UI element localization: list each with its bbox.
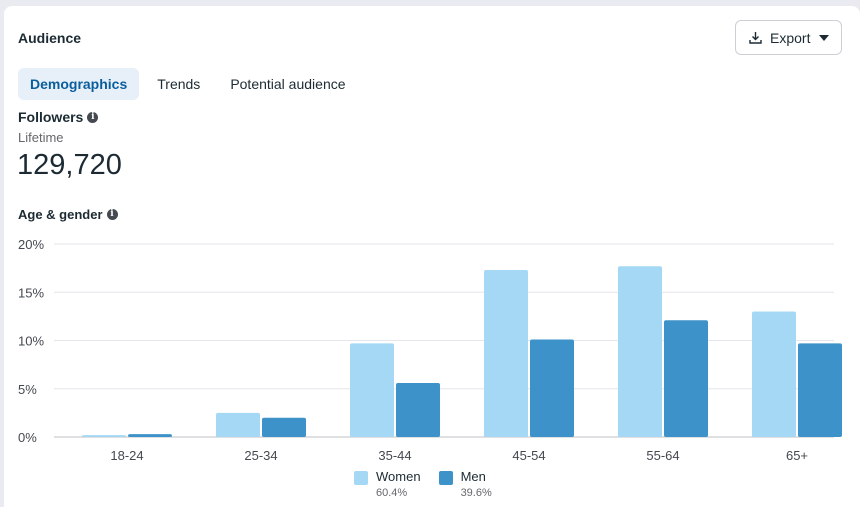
x-tick-label: 55-64 <box>646 448 679 463</box>
men-swatch <box>438 471 453 485</box>
bar-women-25-34 <box>216 412 260 437</box>
legend-men-label: Men <box>460 469 486 484</box>
tab-potential-audience[interactable]: Potential audience <box>230 76 346 92</box>
x-tick-label: 35-44 <box>378 448 411 463</box>
bar-women-45-54 <box>484 270 528 437</box>
legend-women-pct: 60.4% <box>376 487 408 499</box>
download-icon <box>749 32 762 44</box>
export-label: Export <box>770 29 811 46</box>
legend-women-label: Women <box>376 469 421 484</box>
bar-men-18-24 <box>128 434 172 437</box>
info-icon[interactable]: i <box>87 111 99 123</box>
y-tick-label: 10% <box>18 334 44 349</box>
export-button[interactable]: Export <box>735 20 842 55</box>
bar-women-35-44 <box>350 343 394 437</box>
followers-period: Lifetime <box>18 130 64 145</box>
tab-demographics[interactable]: Demographics <box>18 68 140 100</box>
audience-card: Audience Export Demographics Trends Pote… <box>4 6 860 507</box>
bar-men-65+ <box>798 343 842 437</box>
bar-women-18-24 <box>82 435 126 437</box>
x-tick-label: 18-24 <box>110 448 143 463</box>
x-tick-label: 25-34 <box>244 448 277 463</box>
followers-label: Followers <box>18 109 84 125</box>
followers-heading: Followers i <box>18 109 99 125</box>
x-tick-label: 65+ <box>786 448 808 463</box>
legend-item-women[interactable]: Women 60.4% <box>354 469 421 499</box>
legend-item-men[interactable]: Men 39.6% <box>438 469 492 499</box>
age-gender-chart: 0% 5% 10% 15% 20% 18-24 25-34 35-44 45-54 55-64 65… <box>18 237 842 463</box>
women-swatch <box>354 471 368 485</box>
age-gender-heading: Age & gender i <box>18 207 118 222</box>
y-tick-label: 20% <box>18 237 44 252</box>
caret-down-icon <box>819 34 830 41</box>
y-tick-label: 0% <box>18 430 37 445</box>
card-title: Audience <box>18 30 82 46</box>
y-tick-label: 5% <box>18 382 37 397</box>
y-tick-label: 15% <box>18 285 44 300</box>
bar-men-25-34 <box>262 417 306 437</box>
followers-count: 129,720 <box>17 149 122 181</box>
bar-men-55-64 <box>664 320 708 437</box>
bar-women-55-64 <box>618 266 662 437</box>
tab-bar: Demographics Trends Potential audience <box>18 68 364 100</box>
x-tick-label: 45-54 <box>512 448 545 463</box>
info-icon[interactable]: i <box>106 209 118 220</box>
tab-trends[interactable]: Trends <box>157 76 201 92</box>
legend-men-pct: 39.6% <box>460 487 492 499</box>
age-gender-label: Age & gender <box>18 207 103 222</box>
bar-women-65+ <box>752 311 796 437</box>
bar-men-35-44 <box>396 382 440 437</box>
chart-legend: Women 60.4% Men 39.6% <box>354 469 510 499</box>
bar-men-45-54 <box>530 339 574 437</box>
